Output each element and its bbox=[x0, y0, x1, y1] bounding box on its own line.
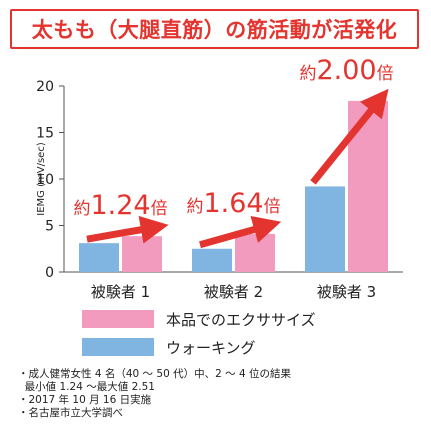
x-tick-label: 被験者 1 bbox=[91, 283, 150, 301]
legend-label-walking: ウォーキング bbox=[166, 338, 256, 357]
chart-title: 太もも（大腿直筋）の筋活動が活発化 bbox=[31, 18, 398, 42]
bar-exercise bbox=[235, 233, 275, 272]
footnote-line: ・2017 年 10 月 16 日実施 bbox=[18, 394, 152, 406]
bar-exercise bbox=[122, 236, 162, 272]
legend-label-exercise: 本品でのエクササイズ bbox=[166, 310, 316, 329]
x-tick-label: 被験者 3 bbox=[317, 283, 376, 301]
legend-swatch-walking bbox=[82, 338, 154, 356]
x-tick-label: 被験者 2 bbox=[204, 283, 263, 301]
y-tick-label: 10 bbox=[36, 172, 54, 188]
legend-item-walking: ウォーキング bbox=[82, 334, 412, 360]
ratio-label: 約2.00倍 bbox=[299, 55, 393, 86]
y-axis-label: IEMG (mV/sec) bbox=[36, 142, 47, 216]
footnote-line: ・名古屋市立大学調べ bbox=[18, 407, 123, 419]
y-tick-label: 5 bbox=[45, 219, 54, 235]
y-tick-label: 15 bbox=[36, 126, 54, 142]
bar-walking bbox=[192, 248, 232, 272]
bar-walking bbox=[79, 243, 119, 272]
y-tick-label: 20 bbox=[36, 79, 54, 95]
increase-arrow bbox=[86, 215, 169, 244]
chart-title-box: 太もも（大腿直筋）の筋活動が活発化 bbox=[10, 9, 419, 49]
increase-arrow bbox=[199, 215, 282, 249]
increase-arrow bbox=[310, 88, 389, 185]
legend-swatch-exercise bbox=[82, 310, 154, 328]
footnote-line: ・成人健常女性 4 名（40 ～ 50 代）中、2 ～ 4 位の結果 bbox=[18, 368, 291, 380]
y-tick-label: 0 bbox=[45, 265, 54, 281]
bar-walking bbox=[305, 186, 345, 272]
legend-item-exercise: 本品でのエクササイズ bbox=[82, 306, 412, 332]
footnotes: ・成人健常女性 4 名（40 ～ 50 代）中、2 ～ 4 位の結果 最小値 1… bbox=[18, 368, 291, 420]
ratio-label: 約1.64倍 bbox=[186, 188, 280, 219]
footnote-line: 最小値 1.24 ～最大値 2.51 bbox=[18, 381, 155, 393]
ratio-label: 約1.24倍 bbox=[73, 190, 167, 221]
